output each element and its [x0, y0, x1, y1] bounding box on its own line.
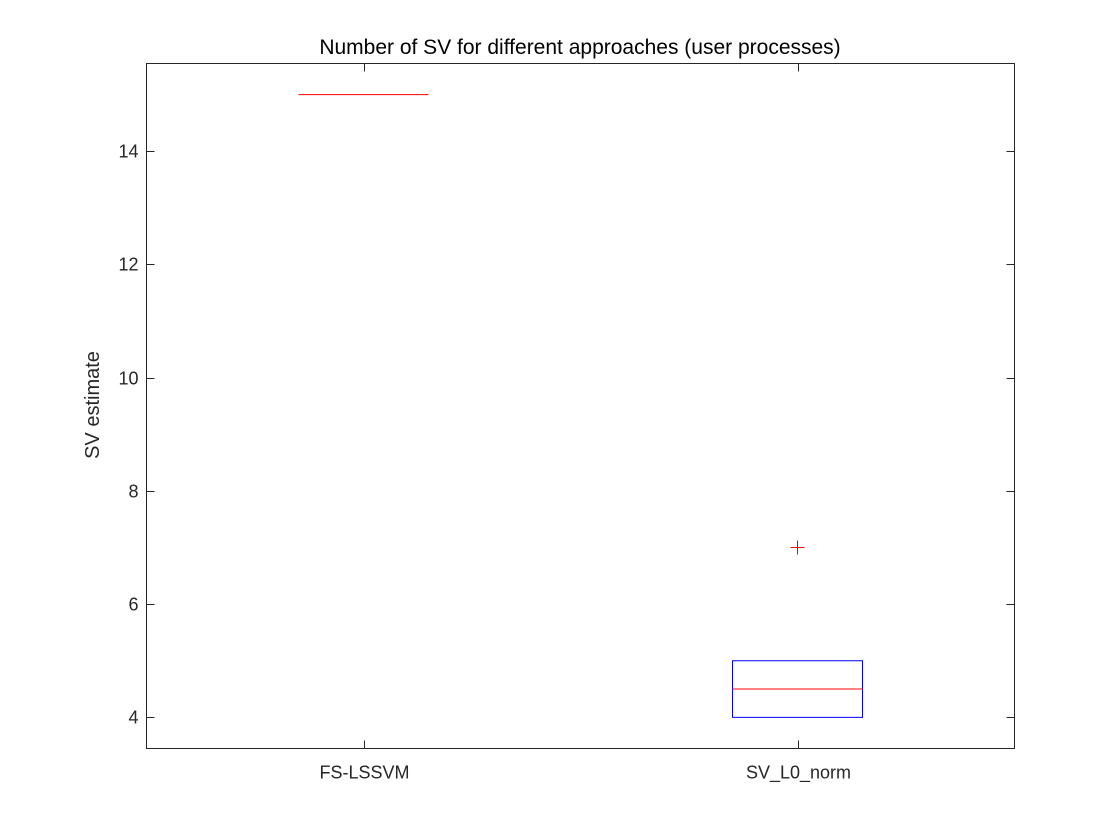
- box-sv-l0-norm: [732, 540, 863, 718]
- y-tick-label: 4: [128, 708, 138, 728]
- y-tick-label: 8: [128, 482, 138, 502]
- x-axis-ticks: FS-LSSVM SV_L0_norm: [319, 63, 851, 784]
- chart-title: Number of SV for different approaches (u…: [319, 36, 840, 59]
- plot-area-frame: [146, 63, 1015, 749]
- outlier-marker: [790, 540, 805, 555]
- box-series: [298, 94, 863, 718]
- y-tick-label: 6: [128, 595, 138, 615]
- x-category-label: FS-LSSVM: [319, 763, 409, 783]
- y-tick-label: 14: [118, 142, 138, 162]
- y-axis-label: SV estimate: [82, 351, 104, 459]
- y-tick-label: 12: [118, 255, 138, 275]
- y-axis-ticks: 4 6 8 10 12 14: [118, 142, 1015, 728]
- x-category-label: SV_L0_norm: [746, 763, 851, 784]
- y-tick-label: 10: [118, 369, 138, 389]
